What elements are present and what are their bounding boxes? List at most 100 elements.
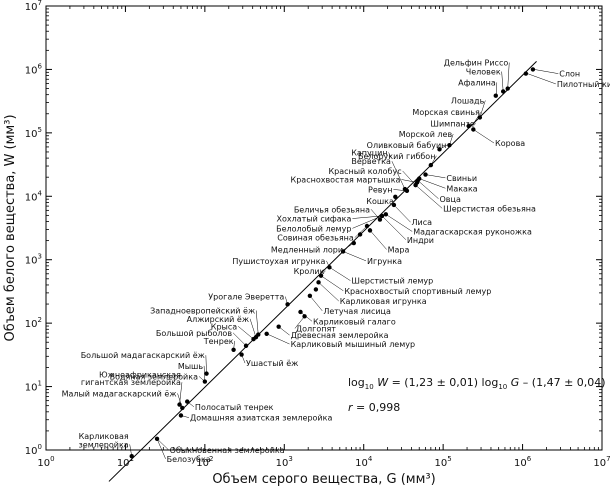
data-point: [493, 93, 498, 98]
data-point: [393, 194, 398, 200]
leader-line: [501, 71, 504, 92]
leader-line: [232, 332, 247, 346]
species-label: Белорукий гиббон: [358, 152, 435, 161]
x-tick-label: 102: [196, 455, 213, 469]
species-label: гигантская землеройка: [81, 378, 181, 387]
data-point: [307, 293, 313, 298]
leader-line: [342, 251, 367, 262]
leader-line: [402, 170, 416, 186]
data-point: [285, 302, 290, 307]
species-label: Древесная землеройка: [291, 331, 389, 340]
species-label: Афалина: [458, 78, 496, 87]
data-point: [327, 265, 332, 270]
species-label: землеройка: [79, 440, 129, 449]
species-label: Овца: [440, 195, 461, 204]
leader-line: [401, 179, 418, 183]
x-tick-label: 100: [37, 455, 54, 469]
species-label: Совиная обезьяна: [277, 234, 354, 243]
data-point: [129, 453, 134, 459]
data-points: [129, 67, 536, 459]
leader-line: [479, 100, 486, 118]
species-label: Мара: [388, 245, 410, 254]
r-value: = 0,998: [353, 401, 401, 414]
data-point: [313, 287, 319, 292]
plot-frame: [45, 5, 603, 451]
species-label: Пушистоухая игрунка: [232, 257, 325, 266]
species-label: Шерстистый лемур: [351, 277, 433, 286]
x-axis-title: Объем серого вещества, G (мм³): [212, 472, 435, 487]
species-label: Ушастый ёж: [246, 359, 298, 368]
data-point: [204, 371, 209, 376]
leader-line: [205, 355, 207, 374]
leader-line: [370, 209, 381, 220]
eq-middle: = (1,23 ± 0,01) log: [388, 376, 498, 389]
species-label: Медленный лори: [271, 245, 343, 254]
species-label: Хохлатый сифака: [276, 215, 351, 224]
eq-sub1: 10: [365, 383, 374, 391]
leader-line: [266, 333, 290, 345]
species-label: Обыкновенная землеройка: [170, 446, 285, 455]
data-point: [367, 228, 373, 233]
data-point: [316, 280, 321, 285]
y-tick-label: 104: [25, 189, 43, 203]
data-point: [530, 67, 536, 72]
data-point: [276, 324, 281, 329]
data-point: [423, 172, 428, 177]
leader-line: [507, 62, 510, 89]
species-label: Мадагаскарская руконожка: [413, 227, 532, 236]
leader-line: [391, 161, 406, 190]
species-label: Слон: [559, 70, 580, 79]
eq-g: G: [507, 376, 519, 389]
species-label: Лошадь: [451, 97, 485, 106]
data-point: [351, 240, 356, 246]
species-label: Полосатый тенрек: [195, 403, 274, 412]
species-label: Ревун: [368, 185, 392, 194]
species-label: Большой мадагаскарский ёж: [81, 351, 205, 360]
data-point: [383, 212, 389, 217]
species-label: Карликовый мышиный лемур: [291, 340, 416, 349]
leader-line: [320, 275, 344, 292]
y-tick-label: 103: [25, 253, 42, 267]
data-point: [180, 405, 185, 411]
species-label: Шимпанзе: [430, 120, 474, 129]
species-label: Карликовая: [79, 432, 129, 441]
leader-lines: [129, 62, 559, 459]
y-tick-label: 107: [25, 0, 42, 13]
leader-line: [354, 225, 368, 238]
leader-line: [249, 318, 257, 338]
leader-line: [381, 215, 407, 240]
leader-line: [417, 180, 439, 199]
r-symbol: r: [348, 401, 354, 414]
species-label: Белолобый лемур: [276, 224, 351, 233]
leader-line: [393, 204, 411, 223]
species-label: Урогале Эверетта: [208, 293, 284, 302]
species-label: Белозубка: [167, 455, 211, 464]
leader-line: [352, 215, 383, 219]
species-label: Мышь: [178, 362, 204, 371]
data-point: [428, 162, 434, 168]
data-point: [500, 89, 506, 94]
data-point: [154, 436, 160, 442]
data-point: [505, 86, 510, 91]
leader-line: [156, 438, 166, 459]
data-point: [264, 331, 269, 336]
eq-end: – (1,47 ± 0,04): [519, 376, 605, 389]
species-label: Крыса: [211, 322, 237, 331]
species-label: Западноевропейский ёж: [150, 306, 255, 315]
species-label: Беличья обезьяна: [294, 205, 370, 214]
leader-line: [471, 112, 482, 127]
x-tick-label: 103: [276, 455, 293, 469]
data-point: [417, 176, 422, 181]
species-label: Пилотный кит: [557, 80, 610, 89]
data-point: [185, 399, 190, 404]
leader-line: [425, 174, 446, 179]
y-tick-label: 106: [25, 62, 43, 76]
species-label: Большой рыболов: [156, 329, 232, 338]
species-label: Игрунка: [367, 257, 402, 266]
species-label: Капуцин: [351, 148, 387, 157]
data-point: [437, 147, 442, 152]
data-point: [391, 202, 397, 208]
data-point: [379, 213, 385, 219]
leader-line: [385, 214, 413, 232]
species-label: Тенрек: [203, 337, 234, 346]
